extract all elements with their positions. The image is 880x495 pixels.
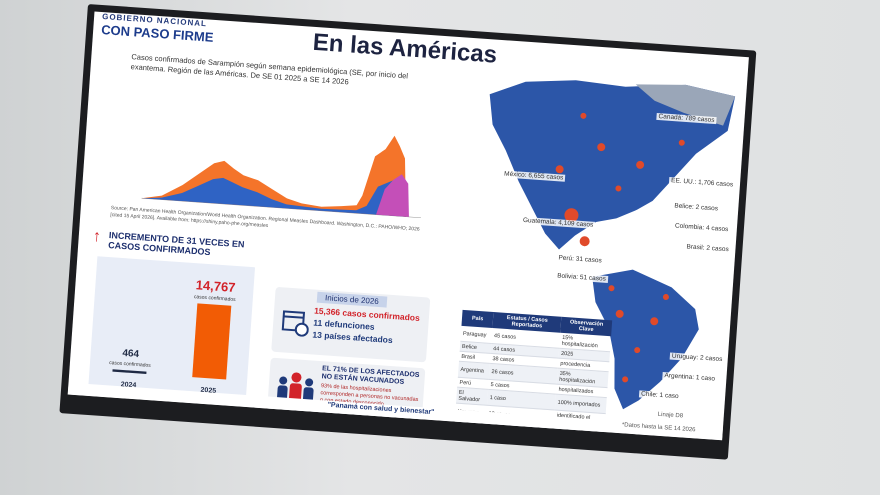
arrow-icon: ↑: [92, 227, 102, 246]
slide: GOBIERNO NACIONAL CON PASO FIRME En las …: [67, 11, 749, 441]
map: [463, 68, 741, 421]
value-sublabel: casos confirmados: [194, 294, 237, 303]
value-sublabel: casos confirmados: [109, 360, 152, 369]
calendar-icon: [281, 310, 309, 337]
bar: [112, 369, 147, 374]
tv-screen: GOBIERNO NACIONAL CON PASO FIRME En las …: [59, 4, 757, 460]
slide-title: En las Américas: [311, 28, 498, 69]
x-tick-label: 2024: [120, 381, 136, 389]
stats-title: Inicios de 2026: [316, 291, 388, 308]
map-credit: Linaje D8: [657, 411, 684, 420]
bar: [192, 303, 232, 380]
value-label: 464: [122, 348, 140, 360]
stats-box: Inicios de 2026 15,366 casos confirmados…: [271, 286, 431, 363]
x-tick-label: 2025: [200, 387, 216, 395]
comparison-panel: 464 casos confirmados 2024 14,767 casos conf…: [87, 256, 256, 403]
epi-curve: [141, 135, 421, 219]
value-label: 14,767: [195, 277, 236, 295]
headline: INCREMENTO DE 31 VECES EN CASOS CONFIRMA…: [107, 230, 245, 258]
stat: 13 países afectados: [312, 329, 393, 346]
